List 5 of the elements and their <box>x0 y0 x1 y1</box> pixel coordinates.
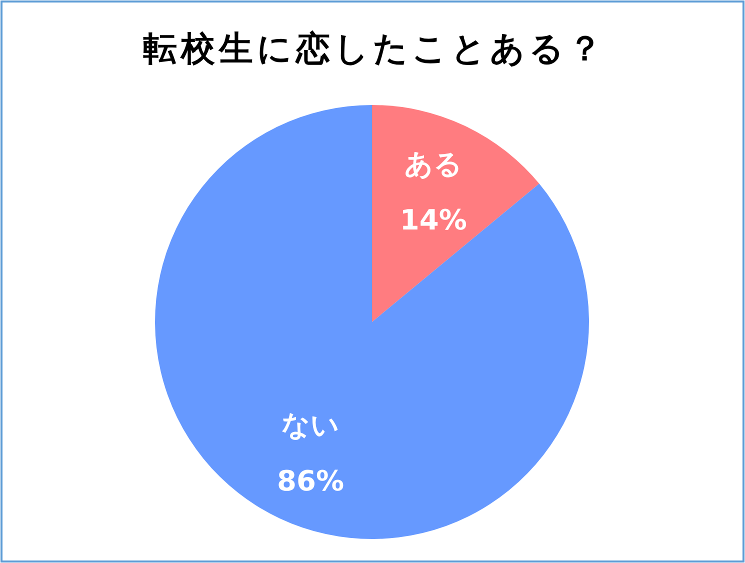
data-label: 14% <box>400 203 467 236</box>
data-label: 86% <box>277 464 344 498</box>
slice-label: ない <box>282 408 340 442</box>
slice-label: ある <box>404 147 462 180</box>
chart-title: 転校生に恋したことある？ <box>143 29 606 69</box>
